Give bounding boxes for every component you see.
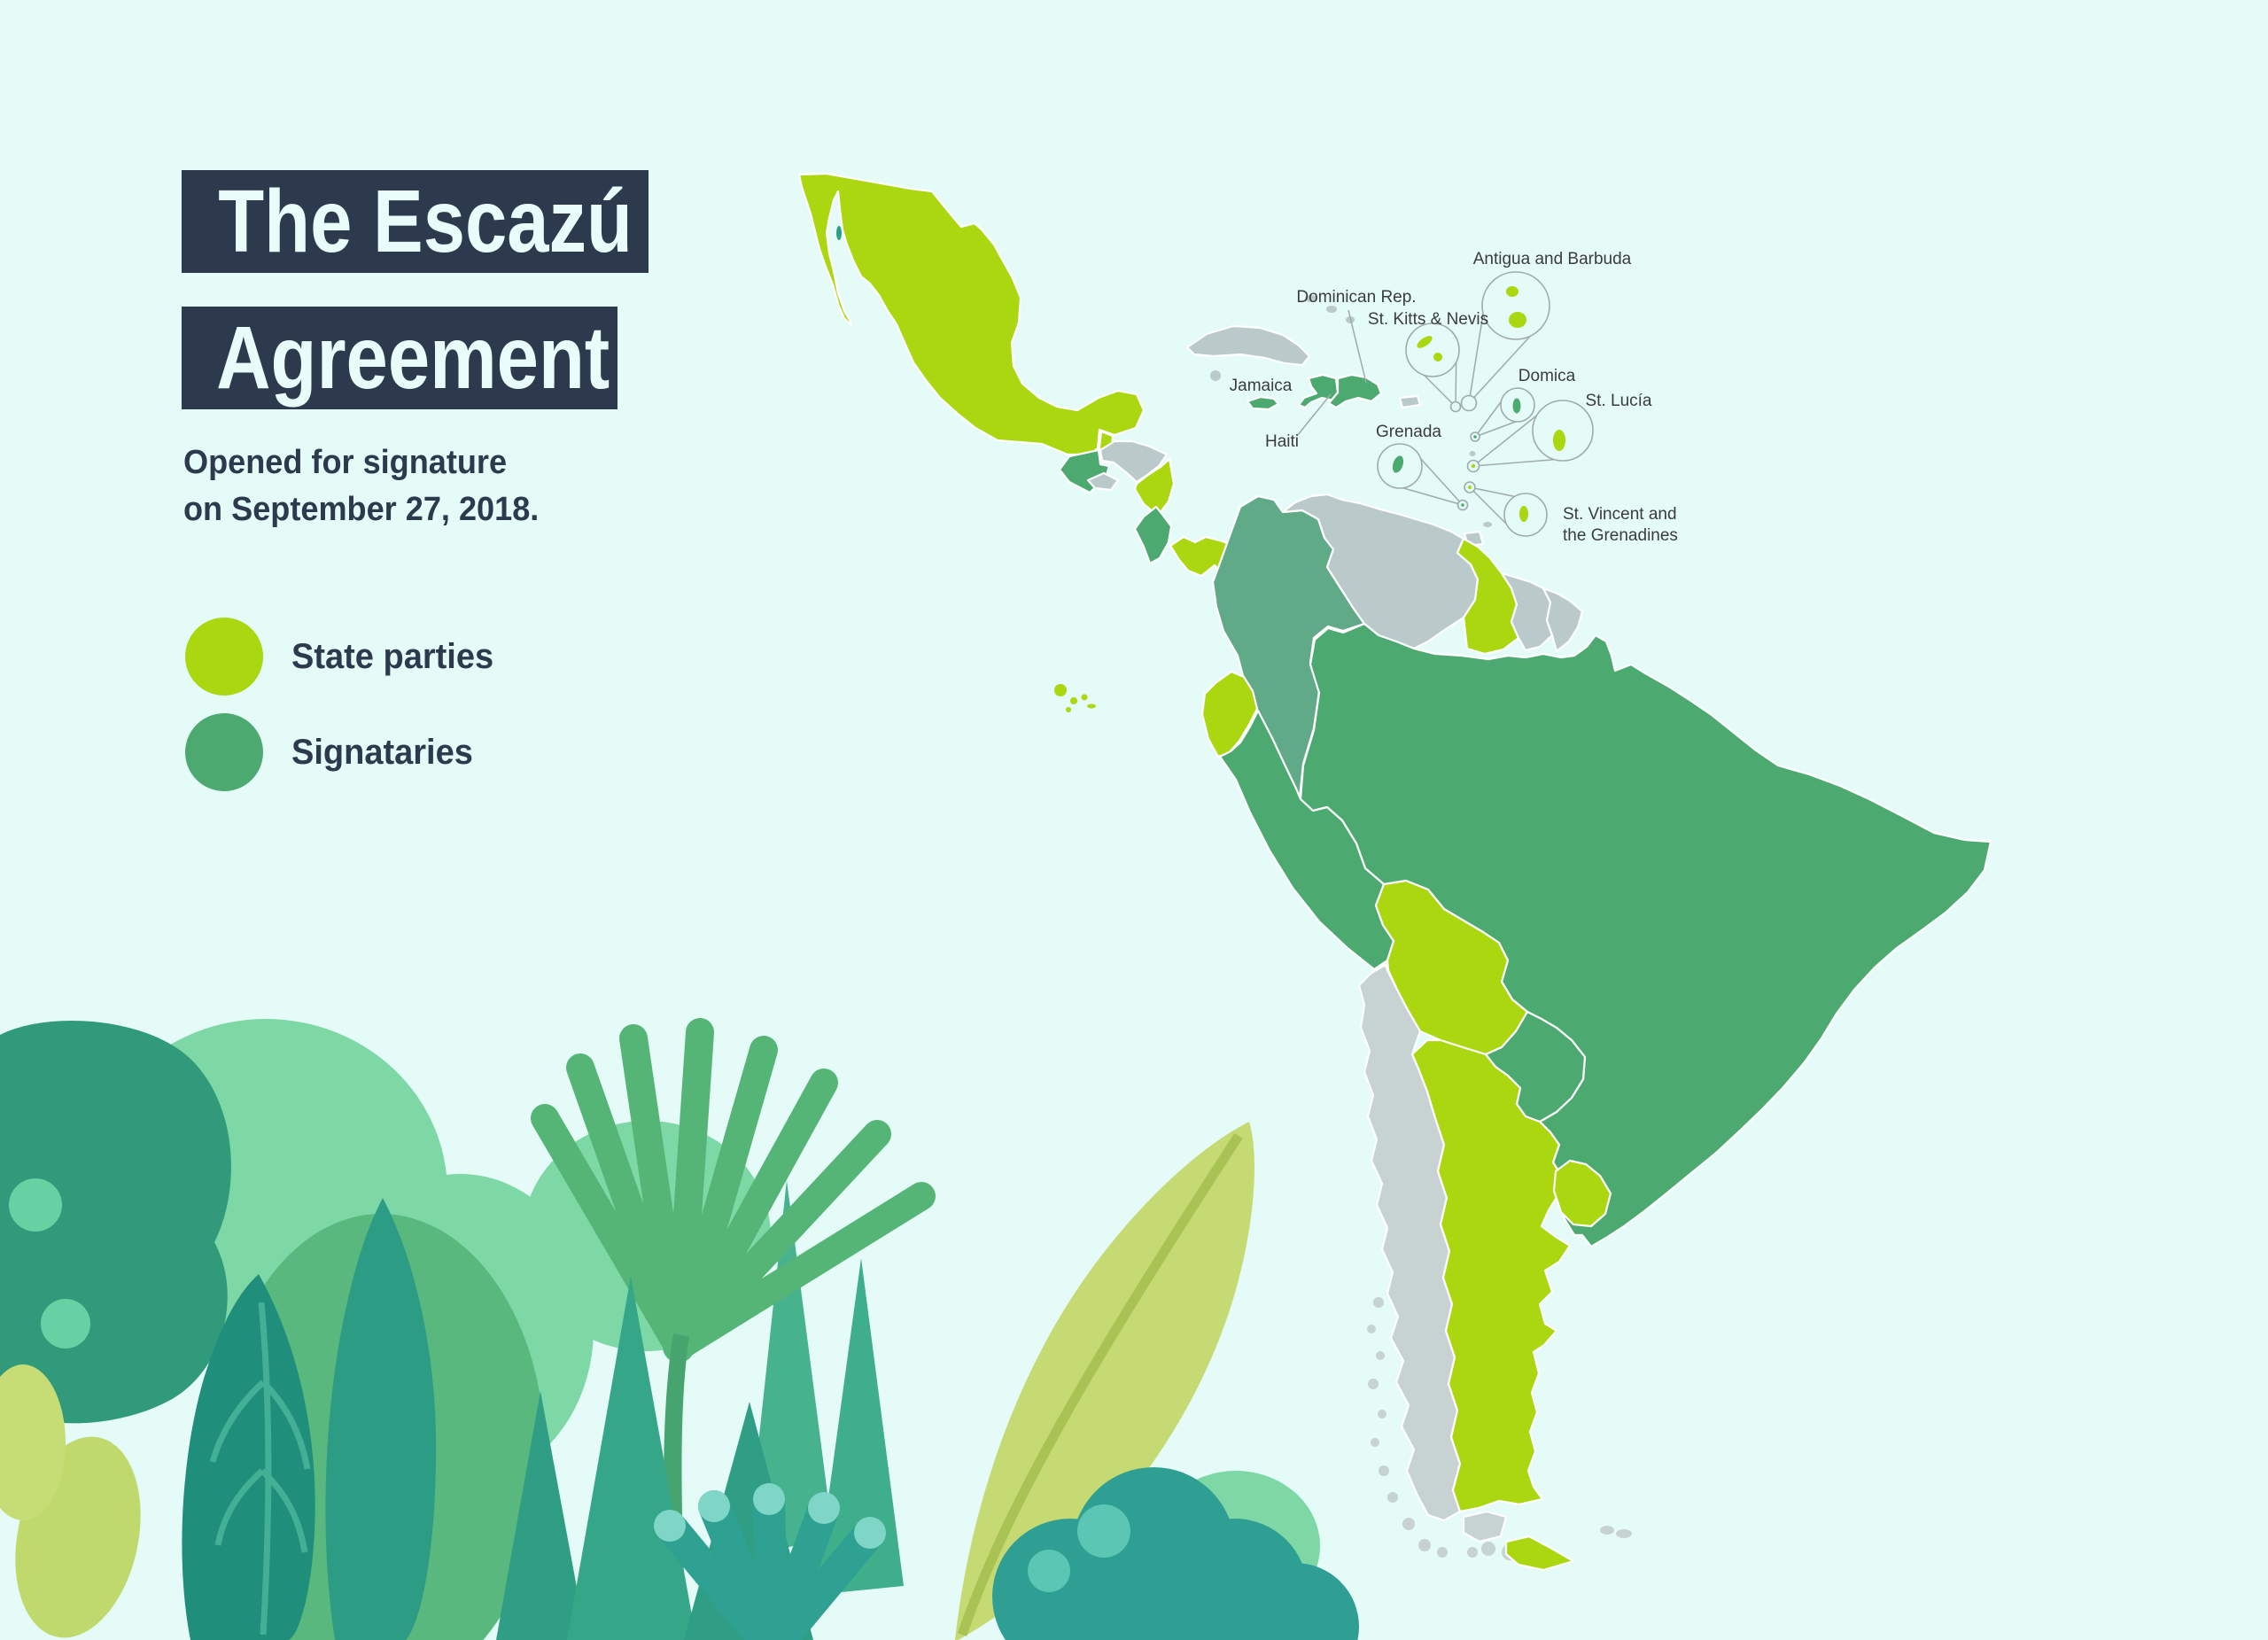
isla-juventud <box>1210 370 1221 381</box>
legend-label-signataries: Signataries <box>291 732 473 772</box>
country-jamaica <box>1246 395 1280 411</box>
country-puerto-rico <box>1398 394 1422 409</box>
country-ecuador <box>1200 670 1259 758</box>
map-countries <box>797 172 1992 1572</box>
legend-label-state-parties: State parties <box>291 636 494 676</box>
legend-item-signataries: Signataries <box>185 713 504 791</box>
martinique <box>1469 451 1476 456</box>
legend: State parties Signataries <box>185 618 504 809</box>
callout-anchor-circles <box>1449 394 1480 511</box>
state-parties-swatch-icon <box>185 618 263 696</box>
label-st-vincent-line2: the Grenadines <box>1563 526 1678 545</box>
label-st-kitts: St. Kitts & Nevis <box>1368 310 1488 329</box>
island-st-kitts-nevis <box>1417 336 1442 361</box>
country-suriname <box>1500 571 1554 652</box>
feather-leaf-left <box>182 1274 315 1640</box>
country-mexico <box>797 172 1146 456</box>
island-st-vincent <box>1519 506 1528 522</box>
label-grenada: Grenada <box>1376 423 1441 441</box>
island-grenada <box>1392 455 1404 473</box>
olive-leaf <box>955 1122 1254 1640</box>
island-antigua-barbuda <box>1506 286 1526 328</box>
country-guyana <box>1456 537 1520 656</box>
galapagos-islands <box>1054 684 1096 712</box>
tobago <box>1483 522 1492 527</box>
page-title-line-1: The Escazú <box>218 172 633 271</box>
country-nicaragua <box>1133 457 1176 517</box>
country-honduras <box>1099 439 1169 484</box>
label-dominican-rep: Dominican Rep. <box>1296 288 1416 307</box>
country-haiti <box>1297 373 1340 409</box>
island-labels: Antigua and Barbuda Dominican Rep. St. K… <box>1230 250 1678 545</box>
subtitle: Opened for signature on September 27, 20… <box>183 439 557 533</box>
callout-circle-antigua <box>1481 271 1550 340</box>
country-argentina <box>1410 1038 1572 1513</box>
title-line-1-box: The Escazú <box>182 170 649 273</box>
island-dominica <box>1512 398 1521 414</box>
country-peru <box>1218 709 1395 971</box>
falkland-islands <box>1600 1526 1632 1538</box>
label-dominica: Domica <box>1518 367 1576 385</box>
subtitle-line-2: on September 27, 2018. <box>183 491 540 528</box>
anchor-st-kitts <box>1449 400 1462 413</box>
island-st-lucia <box>1553 430 1565 451</box>
plants-decoration <box>0 1018 1359 1640</box>
legend-item-state-parties: State parties <box>185 618 504 696</box>
feather-leaf-right <box>325 1198 437 1640</box>
country-uruguay <box>1552 1159 1612 1228</box>
country-dominican-republic <box>1327 373 1383 409</box>
label-st-lucia: St. Lucía <box>1586 392 1652 410</box>
subtitle-line-1: Opened for signature <box>183 444 508 481</box>
title-block: The Escazú Agreement <box>182 170 649 443</box>
callout-circle-st-kitts <box>1405 323 1460 377</box>
country-costa-rica <box>1133 505 1173 565</box>
anchor-antigua <box>1460 394 1478 412</box>
label-antigua: Antigua and Barbuda <box>1473 250 1632 268</box>
country-el-salvador <box>1086 471 1120 492</box>
label-haiti: Haiti <box>1265 432 1299 451</box>
signataries-swatch-icon <box>185 713 263 791</box>
callout-islands <box>1392 286 1565 522</box>
label-st-vincent-line1: St. Vincent and <box>1563 505 1677 524</box>
isla-tiburon <box>836 226 842 240</box>
label-jamaica: Jamaica <box>1230 377 1293 395</box>
tierra-del-fuego-argentina <box>1504 1535 1575 1572</box>
caribbean-callouts: Antigua and Barbuda Dominican Rep. St. K… <box>1230 250 1678 545</box>
page-title-line-2: Agreement <box>216 308 610 408</box>
fan-palm <box>531 1018 936 1361</box>
callout-magnifier-circles <box>1377 271 1594 537</box>
country-cuba <box>1185 324 1311 367</box>
title-line-2-box: Agreement <box>182 307 617 409</box>
chile-fjord-islands <box>1367 1297 1448 1558</box>
country-french-guiana <box>1542 587 1584 653</box>
callout-circle-st-lucia <box>1532 400 1594 462</box>
